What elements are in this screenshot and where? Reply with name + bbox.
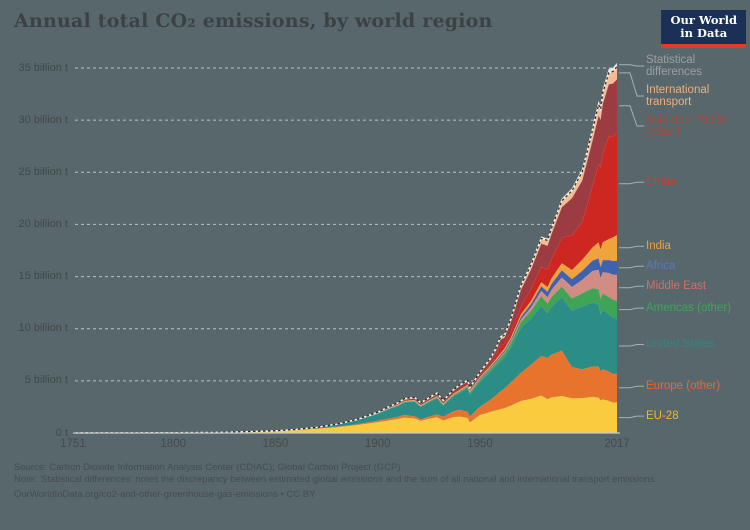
legend-label-line: differences: [646, 66, 703, 78]
legend-label-line: Americas (other): [646, 302, 731, 315]
y-tick-label: 20 billion t: [18, 217, 68, 230]
logo-line2: in Data: [680, 26, 728, 40]
area-eu-28[interactable]: [73, 395, 617, 433]
legend-item-middle-east[interactable]: Middle East: [646, 280, 750, 292]
legend-label-line: China: [646, 176, 677, 189]
legend-leader-line: [619, 285, 644, 289]
x-tick-label: 1800: [160, 438, 186, 450]
chart-footer: Source: Carbon Dioxide Information Analy…: [14, 462, 740, 500]
area-africa[interactable]: [73, 258, 617, 433]
legend-item-asia-and-pacific-other[interactable]: Asia and Pacific (other): [646, 114, 750, 138]
y-tick-label: 10 billion t: [18, 322, 68, 335]
x-tick-label: 1751: [60, 438, 86, 450]
legend-label-line: EU-28: [646, 410, 679, 423]
legend-item-india[interactable]: India: [646, 240, 750, 252]
legend-leader-line: [619, 385, 644, 389]
legend-item-united-states[interactable]: United States: [646, 338, 750, 350]
citation-url[interactable]: OurWorldInData.org/co2-and-other-greenho…: [14, 489, 316, 500]
area-series[interactable]: [72, 62, 618, 434]
x-tick-label: 1950: [467, 438, 493, 450]
legend-label-line: transport: [646, 96, 692, 108]
legend-leader-line: [619, 64, 644, 67]
source-line: Source: Carbon Dioxide Information Analy…: [14, 462, 401, 473]
x-tick-label: 2017: [604, 438, 630, 450]
legend-leader-line: [619, 415, 644, 419]
y-tick-label: 35 billion t: [18, 61, 68, 74]
legend-leader-line: [619, 105, 644, 127]
y-tick-label: 15 billion t: [18, 270, 68, 283]
legend-label-line: (other): [646, 126, 680, 138]
legend-item-china[interactable]: China: [646, 176, 750, 188]
legend-item-eu-28[interactable]: EU-28: [646, 410, 750, 422]
legend-item-europe-other[interactable]: Europe (other): [646, 380, 750, 392]
total-dashed-line-light: [72, 66, 618, 434]
y-tick-label: 5 billion t: [24, 374, 68, 387]
y-tick-label: 25 billion t: [18, 165, 68, 178]
x-tick-label: 1850: [262, 438, 289, 450]
logo-line1: Our World: [670, 13, 737, 27]
legend-label-line: Europe (other): [646, 380, 721, 393]
legend-leader-line: [619, 181, 644, 185]
note-line: Note: 'Statistical differences' notes th…: [14, 474, 657, 485]
area-middle-east[interactable]: [73, 269, 617, 433]
legend-item-international-transport[interactable]: International transport: [646, 84, 750, 108]
legend-leader-line: [619, 265, 644, 269]
owid-logo[interactable]: Our World in Data: [661, 10, 746, 48]
y-tick-label: 0 t: [55, 426, 68, 439]
legend-label-line: Middle East: [646, 280, 707, 293]
legend-label-line: Asia and Pacific: [646, 114, 728, 126]
legend-leader-line: [619, 72, 644, 97]
legend-leader-line: [619, 245, 644, 249]
legend-item-statistical-differences[interactable]: Statistical differences: [646, 54, 750, 78]
chart-title: Annual total CO₂ emissions, by world reg…: [14, 10, 493, 32]
total-dashed-line: [72, 66, 618, 434]
legend-label-line: Statistical: [646, 54, 696, 66]
legend-label-line: United States: [646, 338, 716, 351]
legend-item-americas-other[interactable]: Americas (other): [646, 302, 750, 314]
legend-leader-line: [619, 344, 644, 347]
legend-label-line: India: [646, 240, 671, 253]
legend-item-africa[interactable]: Africa: [646, 260, 750, 272]
area-europe-other[interactable]: [73, 350, 617, 433]
x-tick-label: 1900: [364, 438, 391, 450]
legend-leader-line: [619, 307, 644, 311]
legend-label-line: Africa: [646, 260, 676, 273]
y-tick-label: 30 billion t: [18, 113, 68, 126]
legend-label-line: International: [646, 84, 710, 96]
area-united-states[interactable]: [73, 297, 617, 433]
